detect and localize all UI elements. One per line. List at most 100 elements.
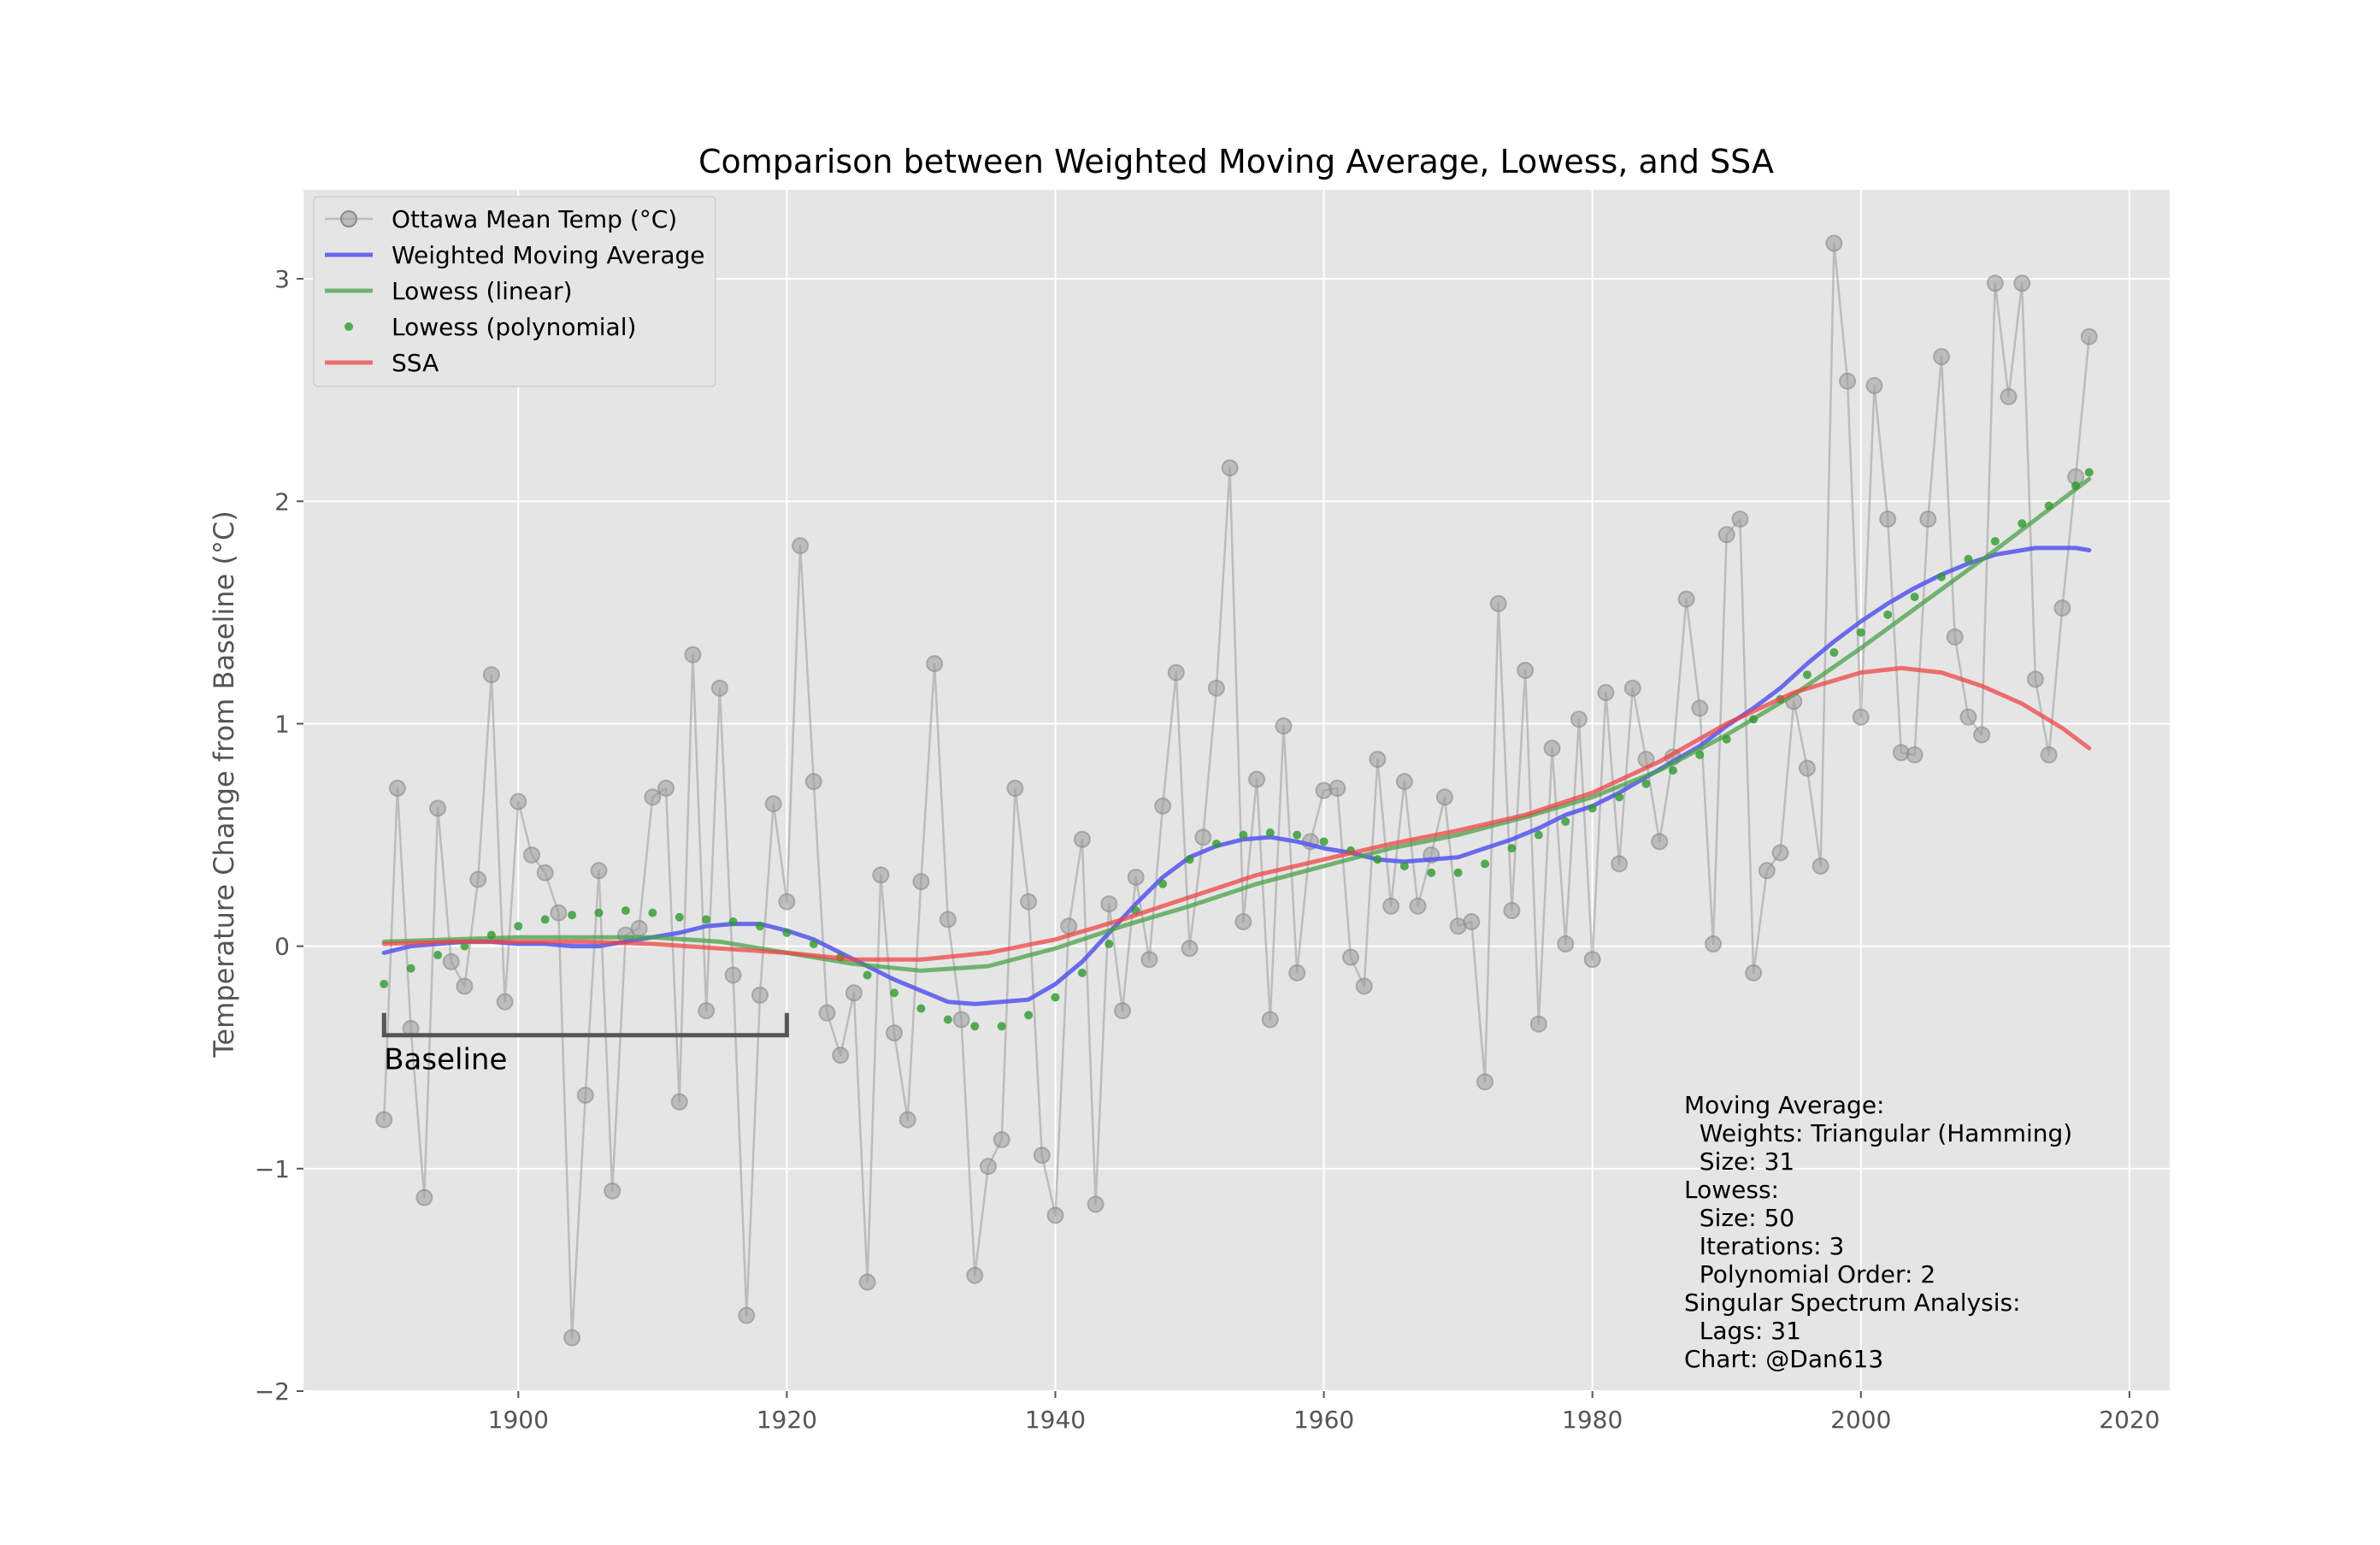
lowess-poly-point	[540, 915, 550, 924]
y-tick-label: 1	[274, 710, 290, 738]
data-point	[1651, 833, 1669, 851]
lowess-poly-point	[1077, 968, 1087, 977]
data-point	[1100, 895, 1118, 913]
data-point	[1234, 913, 1252, 931]
lowess-poly-point	[1910, 593, 1919, 602]
data-point	[1543, 740, 1561, 758]
data-point	[1959, 708, 1977, 726]
data-point	[1261, 1011, 1279, 1029]
lowess-poly-point	[1481, 859, 1490, 869]
data-point	[1114, 1002, 1132, 1020]
data-point	[1395, 773, 1413, 791]
data-point	[550, 904, 568, 922]
data-point	[604, 1182, 622, 1200]
data-point	[1409, 897, 1427, 915]
data-point	[845, 984, 863, 1002]
chart-title: Comparison between Weighted Moving Avera…	[698, 143, 1774, 180]
data-point	[1167, 663, 1185, 681]
legend-entry: Weighted Moving Average	[325, 241, 705, 269]
lowess-poly-point	[1534, 830, 1543, 840]
legend-entry: SSA	[325, 349, 439, 377]
data-point	[1355, 977, 1373, 995]
data-point	[1328, 779, 1346, 797]
data-point	[1583, 951, 1601, 969]
data-point	[469, 870, 487, 888]
data-point	[1127, 868, 1145, 886]
legend-label: Ottawa Mean Temp (°C)	[392, 205, 677, 233]
note-line: Weights: Triangular (Hamming)	[1684, 1119, 2072, 1147]
lowess-poly-point	[1990, 537, 2000, 546]
data-point	[804, 773, 822, 791]
lowess-poly-point	[1105, 940, 1114, 949]
data-point	[2053, 599, 2071, 617]
data-point	[1073, 830, 1091, 848]
data-point	[1919, 510, 1937, 528]
lowess-poly-point	[2044, 501, 2053, 510]
lowess-poly-point	[782, 929, 792, 938]
data-point	[858, 1273, 876, 1291]
data-point	[563, 1329, 581, 1347]
series-ottawa-mean-temp-c	[375, 234, 2098, 1347]
data-point	[1154, 797, 1172, 815]
data-point	[832, 1047, 850, 1064]
y-tick-label: −2	[255, 1377, 290, 1406]
data-point	[1798, 759, 1816, 777]
lowess-poly-point	[809, 940, 818, 949]
lowess-poly-point	[1265, 828, 1275, 837]
data-point	[415, 1188, 433, 1206]
x-tick-label: 1960	[1293, 1406, 1354, 1434]
data-point	[1140, 951, 1158, 969]
lowess-poly-point	[1695, 750, 1705, 759]
data-point	[456, 977, 474, 995]
data-point	[751, 986, 769, 1004]
lowess-poly-point	[997, 1022, 1006, 1031]
data-point	[952, 1011, 970, 1029]
lowess-poly-point	[728, 917, 738, 927]
data-point	[590, 862, 608, 880]
data-point	[1611, 855, 1629, 873]
data-point	[724, 966, 742, 984]
lowess-poly-point	[1319, 837, 1328, 846]
legend-label: Lowess (linear)	[392, 277, 573, 305]
note-line: Singular Spectrum Analysis:	[1684, 1288, 2021, 1317]
lowess-poly-point	[486, 930, 496, 940]
y-tick-label: 0	[274, 933, 290, 961]
data-point	[1812, 857, 1829, 875]
data-point	[1557, 935, 1575, 953]
note-line: Size: 31	[1684, 1147, 1794, 1176]
parameter-notes: Moving Average: Weights: Triangular (Ham…	[1684, 1091, 2072, 1373]
data-point	[1852, 708, 1870, 726]
axis-ticks: 1900 1920 1940 1960 1980 2000 2020 −2 −1 0 1 2 3	[255, 265, 2160, 1434]
data-point	[1973, 726, 1991, 744]
data-point	[429, 799, 447, 817]
series-line	[381, 545, 2092, 1006]
data-point	[993, 1130, 1010, 1148]
data-point	[1839, 372, 1857, 390]
lowess-poly-point	[1373, 855, 1382, 864]
lowess-poly-point	[1293, 830, 1302, 840]
data-point	[872, 866, 890, 884]
data-point	[1435, 788, 1453, 806]
data-point	[1705, 935, 1723, 953]
data-point	[1677, 590, 1695, 608]
data-point	[522, 846, 540, 864]
data-point	[1865, 376, 1883, 394]
lowess-poly-point	[568, 911, 577, 920]
data-point	[1517, 662, 1535, 679]
data-point	[1731, 510, 1749, 528]
lowess-poly-point	[1185, 855, 1194, 864]
note-line: Polynomial Order: 2	[1684, 1260, 1935, 1288]
data-point	[1006, 779, 1024, 797]
baseline-bracket	[381, 1012, 789, 1038]
series-layer	[375, 234, 2098, 1347]
data-point	[1382, 897, 1400, 915]
data-point	[536, 864, 554, 882]
legend-label: SSA	[392, 349, 439, 377]
lowess-poly-point	[702, 915, 711, 924]
data-point	[966, 1266, 984, 1284]
lowess-poly-point	[890, 988, 899, 998]
data-point	[375, 1111, 393, 1129]
lowess-poly-point	[1802, 670, 1812, 680]
lowess-poly-point	[1937, 572, 1947, 581]
data-point	[1181, 940, 1199, 958]
